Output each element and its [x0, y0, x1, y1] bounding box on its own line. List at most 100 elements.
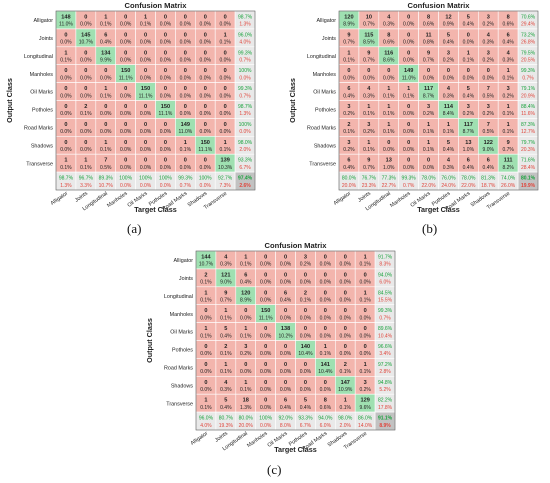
col-recall: 100% — [139, 176, 152, 182]
cell-count: 138 — [281, 326, 290, 332]
y-tick-label: Road Marks — [164, 365, 193, 371]
row-error: 2.8% — [379, 369, 391, 375]
cell-percent: 0.0% — [403, 111, 415, 117]
row-error: 28.4% — [521, 165, 536, 171]
row-error: 29.4% — [521, 22, 536, 28]
cell-count: 1 — [244, 255, 247, 261]
cell-percent: 0.1% — [423, 129, 435, 135]
col-recall: 100% — [119, 176, 132, 182]
cell-percent: 0.0% — [423, 165, 435, 171]
cell-percent: 0.1% — [403, 93, 415, 99]
row-precision: 98.0% — [238, 140, 253, 146]
cell-count: 1 — [244, 326, 247, 332]
col-recall: 92.7% — [218, 176, 233, 182]
x-axis-label: Target Class — [274, 445, 317, 454]
row-error: 17.8% — [378, 405, 393, 411]
cell-percent: 10.7% — [199, 262, 214, 268]
cell-count: 0 — [184, 68, 187, 74]
cell-count: 6 — [284, 290, 287, 296]
caption-c: (c) — [267, 462, 282, 477]
cell-percent: 0.0% — [320, 315, 332, 321]
overall-accuracy: 97.4% — [238, 176, 253, 182]
cell-percent: 0.1% — [383, 129, 395, 135]
cell-count: 117 — [424, 86, 433, 92]
cell-percent: 0.0% — [219, 22, 231, 28]
cell-percent: 0.0% — [219, 111, 231, 117]
cell-count: 0 — [84, 15, 87, 21]
x-tick-label: Manholes — [106, 191, 129, 209]
cell-count: 0 — [144, 158, 147, 164]
overall-error: 2.6% — [239, 183, 251, 189]
cell-percent: 0.9% — [443, 22, 455, 28]
cell-percent: 0.2% — [300, 262, 312, 268]
cell-percent: 0.2% — [240, 351, 252, 357]
cell-percent: 0.0% — [340, 262, 352, 268]
cell-percent: 0.0% — [340, 315, 352, 321]
row-error: 20.5% — [521, 57, 536, 63]
cell-percent: 0.0% — [120, 111, 132, 117]
col-recall: 74.0% — [501, 176, 516, 182]
cell-count: 140 — [301, 344, 310, 350]
cell-count: 0 — [144, 32, 147, 38]
cell-percent: 0.1% — [140, 22, 152, 28]
cell-count: 1 — [324, 344, 327, 350]
cell-count: 1 — [204, 290, 207, 296]
cell-count: 3 — [427, 104, 430, 110]
cell-count: 0 — [264, 272, 267, 278]
cell-percent: 10.9% — [338, 387, 353, 393]
cell-percent: 0.4% — [240, 280, 252, 286]
cell-percent: 0.0% — [219, 129, 231, 135]
cell-count: 0 — [204, 158, 207, 164]
cell-percent: 0.1% — [100, 22, 112, 28]
col-recall: 80.7% — [219, 416, 234, 422]
cell-percent: 0.1% — [343, 129, 355, 135]
row-error: 0.7% — [379, 315, 391, 321]
cell-percent: 0.1% — [359, 369, 371, 375]
row-error: 0.0% — [239, 129, 251, 135]
row-error: 0.7% — [522, 75, 534, 81]
cell-percent: 0.0% — [100, 111, 112, 117]
cell-count: 1 — [507, 68, 510, 74]
col-recall: 93.3% — [298, 416, 313, 422]
overall-accuracy: 91.1% — [378, 416, 393, 422]
y-tick-label: Potholes — [315, 108, 336, 114]
cell-percent: 0.0% — [383, 147, 395, 153]
cell-percent: 9.9% — [100, 57, 112, 63]
row-error: 20.9% — [521, 93, 536, 99]
x-tick-label: Alligator — [333, 191, 353, 207]
cell-percent: 11.1% — [198, 147, 212, 153]
col-recall: 92.0% — [278, 416, 293, 422]
cell-count: 0 — [364, 308, 367, 314]
cell-percent: 0.1% — [60, 57, 72, 63]
cell-percent: 0.0% — [403, 165, 415, 171]
cell-count: 0 — [447, 68, 450, 74]
cell-percent: 0.4% — [463, 165, 475, 171]
row-error: 11.6% — [521, 111, 535, 117]
cell-percent: 0.0% — [80, 93, 92, 99]
cell-count: 0 — [184, 50, 187, 56]
cell-percent: 1.0% — [383, 165, 395, 171]
col-recall: 76.7% — [362, 176, 377, 182]
cell-percent: 0.1% — [359, 297, 371, 303]
row-precision: 79.5% — [521, 50, 536, 56]
cell-percent: 0.0% — [300, 387, 312, 393]
cell-count: 0 — [364, 326, 367, 332]
cell-count: 6 — [284, 398, 287, 404]
cell-count: 1 — [104, 140, 107, 146]
col-recall: 76.0% — [441, 176, 456, 182]
cell-percent: 11.1% — [159, 111, 173, 117]
cell-count: 147 — [341, 380, 350, 386]
cell-percent: 0.0% — [320, 262, 332, 268]
x-tick-label: Joints — [74, 191, 89, 204]
col-error: 26.0% — [501, 183, 516, 189]
cell-percent: 0.1% — [443, 129, 455, 135]
cell-count: 1 — [224, 32, 227, 38]
cell-count: 0 — [284, 255, 287, 261]
cell-count: 6 — [507, 32, 510, 38]
cell-percent: 0.0% — [140, 147, 152, 153]
cell-percent: 0.0% — [300, 369, 312, 375]
cell-percent: 0.4% — [100, 40, 112, 46]
row-precision: 97.2% — [378, 362, 393, 368]
cell-count: 122 — [484, 140, 493, 146]
cell-percent: 0.1% — [240, 333, 252, 339]
